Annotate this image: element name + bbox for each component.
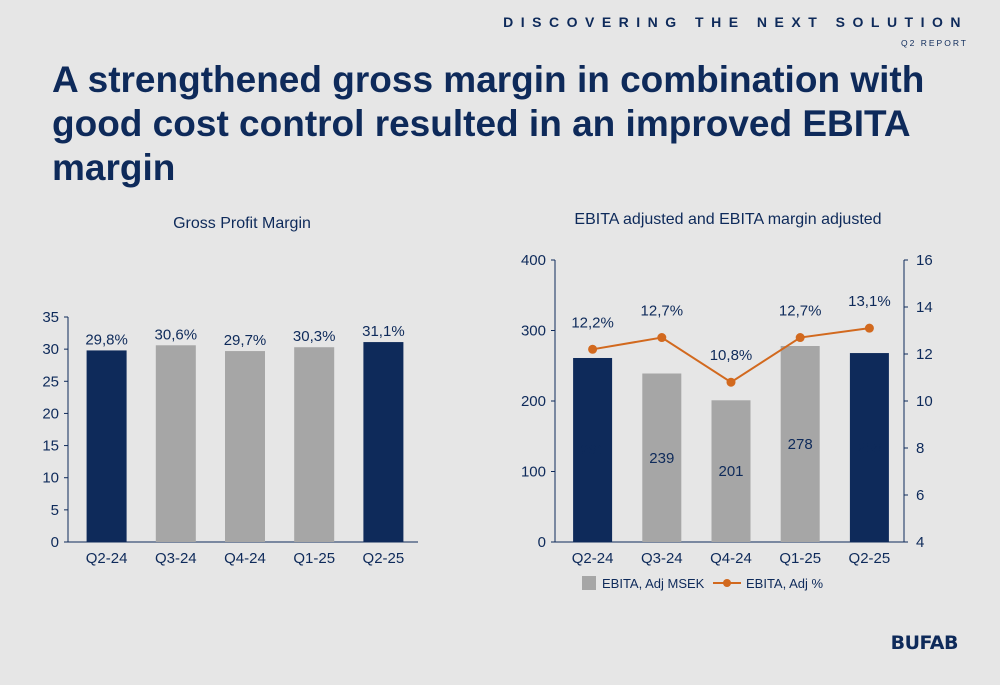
- bar: [573, 357, 613, 542]
- bar-data-label: 201: [718, 463, 743, 480]
- bar-data-label: 268: [857, 440, 882, 457]
- y-tick-label: 30: [42, 341, 59, 358]
- margin-data-label: 12,7%: [641, 303, 684, 320]
- header-tagline: DISCOVERING THE NEXT SOLUTION: [503, 14, 968, 30]
- bar: [155, 345, 196, 542]
- y-tick-label: 0: [51, 534, 59, 551]
- margin-data-label: 10,8%: [710, 347, 753, 364]
- bar: [780, 346, 820, 542]
- y-tick-label-left: 200: [521, 393, 546, 410]
- y-tick-label-left: 300: [521, 323, 546, 340]
- x-tick-label: Q4-24: [224, 550, 266, 567]
- legend-line-label: EBITA, Adj %: [746, 576, 824, 591]
- bar: [86, 350, 127, 542]
- bar-data-label: 239: [649, 450, 674, 467]
- y-tick-label-left: 400: [521, 252, 546, 269]
- y-tick-label-left: 100: [521, 464, 546, 481]
- header-report-label: Q2 REPORT: [901, 38, 968, 48]
- bar: [642, 373, 682, 542]
- bar: [363, 342, 404, 542]
- margin-data-label: 12,2%: [571, 314, 614, 331]
- bar-data-label: 278: [788, 436, 813, 453]
- y-tick-label: 35: [42, 309, 59, 326]
- gross-profit-margin-chart: Gross Profit Margin 0 5 10 15 20 25 30 35 29,8% Q2…: [42, 215, 418, 567]
- legend-line-marker: [723, 579, 731, 587]
- margin-point: [795, 333, 805, 343]
- chart-title: Gross Profit Margin: [173, 215, 311, 232]
- margin-data-label: 13,1%: [848, 293, 891, 310]
- bar: [294, 347, 335, 542]
- y-tick-label-right: 16: [916, 252, 933, 269]
- ebita-adjusted-chart: EBITA adjusted and EBITA margin adjusted…: [521, 211, 933, 591]
- margin-point: [726, 377, 736, 387]
- y-tick-label-right: 10: [916, 393, 933, 410]
- y-tick-label-right: 12: [916, 346, 933, 363]
- x-tick-label: Q3-24: [155, 550, 197, 567]
- bar: [711, 400, 751, 542]
- y-tick-label-left: 0: [538, 534, 546, 551]
- x-tick-label: Q1-25: [293, 550, 335, 567]
- chart-title: EBITA adjusted and EBITA margin adjusted: [574, 211, 881, 228]
- bar-data-label: 29,7%: [224, 332, 267, 349]
- margin-point: [864, 323, 874, 333]
- y-tick-label-right: 6: [916, 487, 924, 504]
- y-tick-label-right: 8: [916, 440, 924, 457]
- y-tick-label: 10: [42, 470, 59, 487]
- bar: [225, 351, 265, 542]
- x-tick-label: Q2-25: [363, 550, 405, 567]
- x-tick-label: Q1-25: [779, 550, 821, 567]
- legend-bar-swatch: [582, 576, 596, 590]
- y-tick-label: 20: [42, 405, 59, 422]
- y-tick-label-right: 4: [916, 534, 924, 551]
- margin-point: [588, 344, 598, 354]
- x-tick-label: Q2-24: [86, 550, 128, 567]
- y-tick-label-right: 14: [916, 299, 933, 316]
- bar-data-label: 29,8%: [85, 331, 128, 348]
- bar-data-label: 30,3%: [293, 328, 336, 345]
- margin-point: [657, 333, 667, 343]
- bar-data-label: 261: [580, 442, 605, 459]
- y-tick-label: 5: [51, 502, 59, 519]
- slide-title: A strengthened gross margin in combinati…: [52, 59, 925, 188]
- y-tick-label: 15: [42, 438, 59, 455]
- bar-data-label: 30,6%: [155, 326, 198, 343]
- legend-bar-label: EBITA, Adj MSEK: [602, 576, 705, 591]
- x-tick-label: Q4-24: [710, 550, 752, 567]
- bar: [849, 353, 889, 542]
- x-tick-label: Q2-24: [572, 550, 614, 567]
- bar-data-label: 31,1%: [362, 323, 405, 340]
- x-tick-label: Q2-25: [849, 550, 891, 567]
- x-tick-label: Q3-24: [641, 550, 683, 567]
- bufab-logo: BUFAB: [890, 632, 959, 654]
- margin-data-label: 12,7%: [779, 303, 822, 320]
- y-tick-label: 25: [42, 373, 59, 390]
